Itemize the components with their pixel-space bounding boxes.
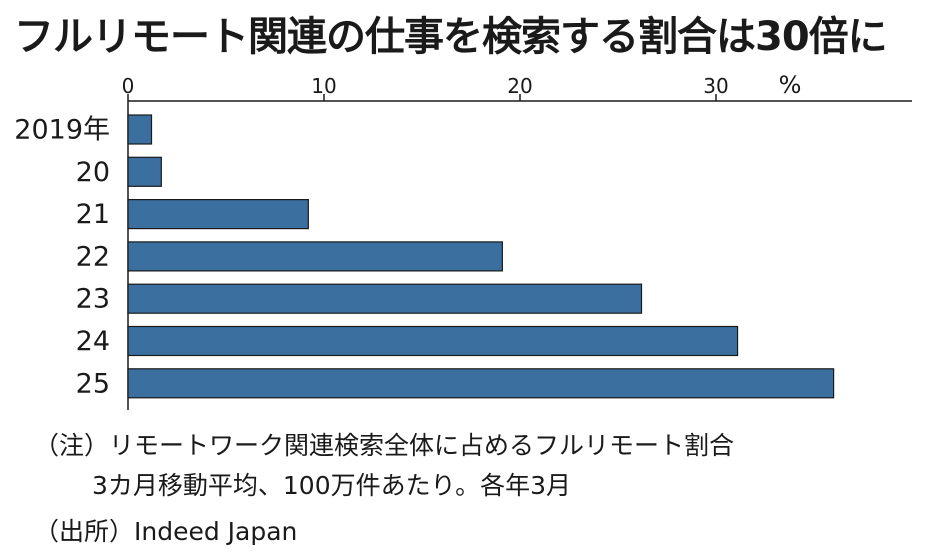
bar: [127, 241, 503, 272]
y-category-label: 2019年: [14, 115, 110, 146]
x-tick-label: 30: [703, 74, 728, 98]
x-tick-label: 20: [507, 74, 532, 98]
bar: [127, 114, 153, 145]
y-category-label: 21: [76, 199, 110, 230]
x-tick-label: 0: [122, 74, 135, 98]
footnote-line-2: 3カ月移動平均、100万件あたり。各年3月: [92, 471, 572, 500]
chart-bars: [127, 114, 835, 399]
bar: [127, 368, 835, 399]
bar-chart: 0 10 20 30% 2019年 20 21 22 23 24 25: [14, 71, 912, 410]
source-note: （出所）Indeed Japan: [34, 517, 298, 546]
bar: [127, 156, 162, 187]
bar: [127, 325, 739, 357]
footnote-line-1: （注）リモートワーク関連検索全体に占めるフルリモート割合: [34, 431, 735, 460]
bar: [127, 283, 643, 314]
y-category-label: 22: [76, 241, 110, 272]
x-axis-unit: %: [779, 71, 802, 99]
y-category-label: 24: [76, 326, 110, 357]
chart-title: フルリモート関連の仕事を検索する割合は30倍に: [14, 14, 888, 60]
y-category-label: 20: [76, 157, 110, 188]
bar: [127, 199, 309, 230]
x-tick-label: 10: [311, 74, 336, 98]
y-category-label: 23: [76, 284, 110, 315]
y-category-label: 25: [76, 368, 110, 399]
x-axis-ticks: 0 10 20 30%: [122, 71, 802, 101]
y-axis-labels: 2019年 20 21 22 23 24 25: [14, 115, 110, 400]
